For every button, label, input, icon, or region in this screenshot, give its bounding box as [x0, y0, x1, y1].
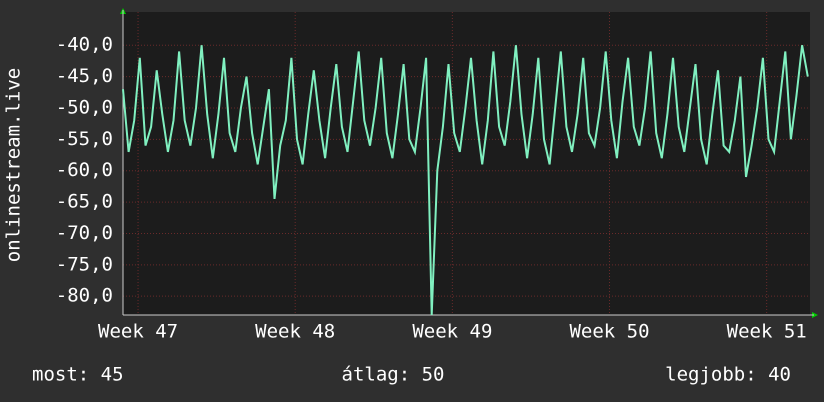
y-tick-label: -55,0 — [56, 128, 113, 150]
y-tick-label: -75,0 — [56, 253, 113, 275]
y-tick-label: -40,0 — [56, 34, 113, 56]
y-tick-label: -80,0 — [56, 285, 113, 307]
y-axis-label: onlinestream.live — [3, 68, 25, 262]
x-tick-label: Week 47 — [98, 321, 178, 343]
x-tick-label: Week 50 — [569, 321, 649, 343]
axis-arrow — [812, 312, 818, 318]
y-tick-label: -60,0 — [56, 159, 113, 181]
y-tick-label: -65,0 — [56, 191, 113, 213]
footer-current: most: 45 — [32, 364, 124, 386]
footer-best: legjobb: 40 — [665, 364, 791, 386]
y-tick-label: -45,0 — [56, 65, 113, 87]
x-tick-label: Week 49 — [412, 321, 492, 343]
data-line — [122, 45, 809, 316]
x-tick-label: Week 48 — [255, 321, 335, 343]
y-tick-label: -50,0 — [56, 96, 113, 118]
footer-average: átlag: 50 — [342, 364, 445, 386]
x-tick-label: Week 51 — [727, 321, 807, 343]
y-tick-label: -70,0 — [56, 222, 113, 244]
